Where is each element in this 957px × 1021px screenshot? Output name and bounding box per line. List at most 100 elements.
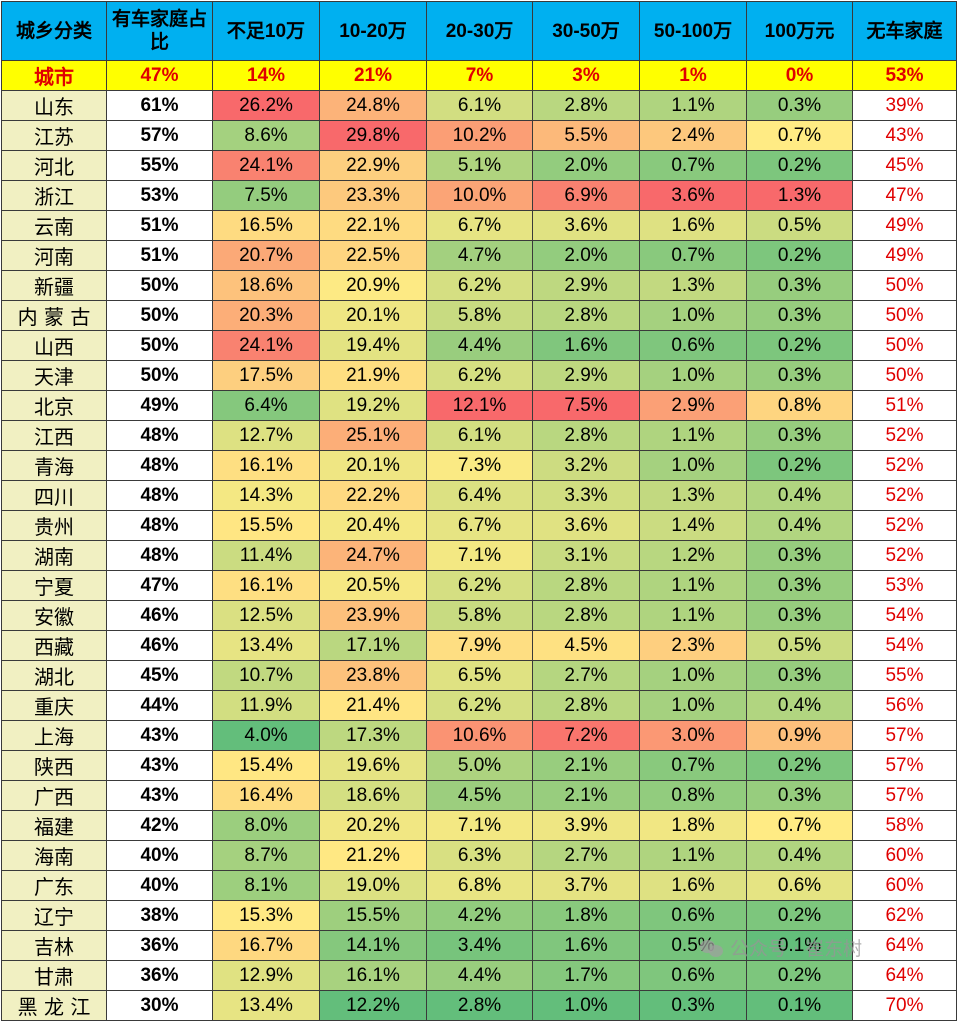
table-row: 内 蒙 古 50% 20.3% 20.1% 5.8% 2.8% 1.0% 0.3% 50% (1, 300, 957, 331)
value-cell: 0.3% (746, 270, 853, 301)
value-cell: 0.5% (746, 210, 853, 241)
value-cell: 2.8% (532, 300, 640, 331)
value-cell: 0.6% (639, 330, 747, 361)
value-cell: 8.7% (212, 840, 320, 871)
value-cell: 1.1% (639, 420, 747, 451)
value-cell: 0.4% (746, 480, 853, 511)
region-cell: 江西 (1, 420, 107, 451)
value-cell: 1.3% (639, 480, 747, 511)
table-row: 广西 43% 16.4% 18.6% 4.5% 2.1% 0.8% 0.3% 57% (1, 780, 957, 811)
value-cell: 22.2% (319, 480, 427, 511)
table-row: 黑 龙 江 30% 13.4% 12.2% 2.8% 1.0% 0.3% 0.1% 70% (1, 990, 957, 1021)
value-cell: 26.2% (212, 90, 320, 121)
region-cell: 四川 (1, 480, 107, 511)
value-cell: 10.2% (426, 120, 533, 151)
table-row: 云南 51% 16.5% 22.1% 6.7% 3.6% 1.6% 0.5% 49% (1, 210, 957, 241)
share-cell: 50% (106, 300, 213, 331)
value-cell: 1.3% (639, 270, 747, 301)
share-cell: 48% (106, 480, 213, 511)
value-cell: 20.4% (319, 510, 427, 541)
table-row: 北京 49% 6.4% 19.2% 12.1% 7.5% 2.9% 0.8% 51% (1, 390, 957, 421)
share-cell: 45% (106, 660, 213, 691)
region-cell: 湖北 (1, 660, 107, 691)
no-car-cell: 50% (852, 300, 957, 331)
share-cell: 55% (106, 150, 213, 181)
no-car-cell: 57% (852, 750, 957, 781)
value-cell: 4.5% (426, 780, 533, 811)
value-cell: 3.7% (532, 870, 640, 901)
region-cell: 海南 (1, 840, 107, 871)
value-cell: 7.5% (532, 390, 640, 421)
region-cell: 浙江 (1, 180, 107, 211)
share-cell: 43% (106, 750, 213, 781)
value-cell: 20.7% (212, 240, 320, 271)
table-row: 湖南 48% 11.4% 24.7% 7.1% 3.1% 1.2% 0.3% 52% (1, 540, 957, 571)
value-cell: 11.9% (212, 690, 320, 721)
table-row: 江苏 57% 8.6% 29.8% 10.2% 5.5% 2.4% 0.7% 43% (1, 120, 957, 151)
value-cell: 3.1% (532, 540, 640, 571)
value-cell: 24.1% (212, 150, 320, 181)
share-cell: 48% (106, 540, 213, 571)
value-cell: 1.1% (639, 840, 747, 871)
column-header: 无车家庭 (852, 1, 957, 61)
value-cell: 0.3% (746, 600, 853, 631)
value-cell: 13.4% (212, 630, 320, 661)
region-cell: 城市 (1, 60, 107, 91)
value-cell: 10.6% (426, 720, 533, 751)
no-car-cell: 52% (852, 420, 957, 451)
value-cell: 2.7% (532, 660, 640, 691)
value-cell: 24.7% (319, 540, 427, 571)
value-cell: 1.1% (639, 90, 747, 121)
region-cell: 湖南 (1, 540, 107, 571)
no-car-cell: 39% (852, 90, 957, 121)
value-cell: 12.5% (212, 600, 320, 631)
value-cell: 8.0% (212, 810, 320, 841)
value-cell: 5.0% (426, 750, 533, 781)
table-row: 四川 48% 14.3% 22.2% 6.4% 3.3% 1.3% 0.4% 52% (1, 480, 957, 511)
value-cell: 4.0% (212, 720, 320, 751)
column-header: 20-30万 (426, 1, 533, 61)
table-row: 青海 48% 16.1% 20.1% 7.3% 3.2% 1.0% 0.2% 52% (1, 450, 957, 481)
value-cell: 0.5% (746, 630, 853, 661)
value-cell: 4.4% (426, 960, 533, 991)
value-cell: 1.0% (639, 690, 747, 721)
value-cell: 6.7% (426, 210, 533, 241)
value-cell: 3.0% (639, 720, 747, 751)
column-header: 10-20万 (319, 1, 427, 61)
value-cell: 0.3% (746, 360, 853, 391)
value-cell: 18.6% (212, 270, 320, 301)
no-car-cell: 50% (852, 270, 957, 301)
share-cell: 44% (106, 690, 213, 721)
value-cell: 7.5% (212, 180, 320, 211)
value-cell: 23.3% (319, 180, 427, 211)
value-cell: 1.1% (639, 600, 747, 631)
region-cell: 山东 (1, 90, 107, 121)
no-car-cell: 52% (852, 540, 957, 571)
value-cell: 6.2% (426, 360, 533, 391)
value-cell: 1.0% (532, 990, 640, 1021)
value-cell: 6.4% (426, 480, 533, 511)
value-cell: 0.3% (746, 570, 853, 601)
table-row: 宁夏 47% 16.1% 20.5% 6.2% 2.8% 1.1% 0.3% 53% (1, 570, 957, 601)
value-cell: 16.1% (212, 570, 320, 601)
value-cell: 23.8% (319, 660, 427, 691)
value-cell: 20.9% (319, 270, 427, 301)
value-cell: 6.8% (426, 870, 533, 901)
value-cell: 3.2% (532, 450, 640, 481)
value-cell: 2.0% (532, 240, 640, 271)
value-cell: 20.3% (212, 300, 320, 331)
region-cell: 重庆 (1, 690, 107, 721)
share-cell: 50% (106, 330, 213, 361)
value-cell: 19.6% (319, 750, 427, 781)
table-row: 山东 61% 26.2% 24.8% 6.1% 2.8% 1.1% 0.3% 39% (1, 90, 957, 121)
value-cell: 1.3% (746, 180, 853, 211)
no-car-cell: 50% (852, 330, 957, 361)
value-cell: 16.4% (212, 780, 320, 811)
value-cell: 4.7% (426, 240, 533, 271)
value-cell: 2.9% (532, 270, 640, 301)
value-cell: 14.1% (319, 930, 427, 961)
value-cell: 24.1% (212, 330, 320, 361)
value-cell: 2.1% (532, 780, 640, 811)
value-cell: 11.4% (212, 540, 320, 571)
region-cell: 上海 (1, 720, 107, 751)
